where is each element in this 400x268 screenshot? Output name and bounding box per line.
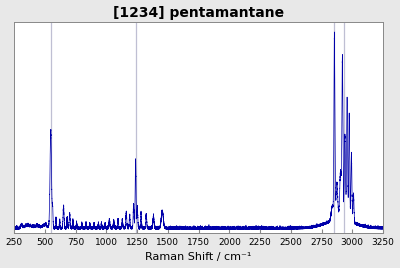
Title: [1234] pentamantane: [1234] pentamantane <box>113 6 284 20</box>
X-axis label: Raman Shift / cm⁻¹: Raman Shift / cm⁻¹ <box>145 252 252 262</box>
